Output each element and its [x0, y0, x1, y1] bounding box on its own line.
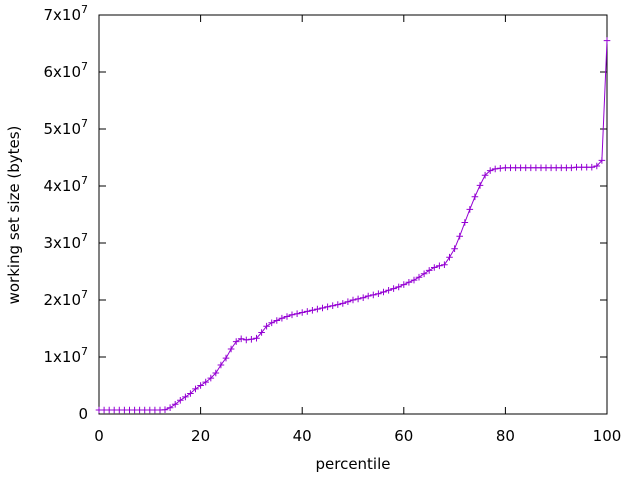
x-axis-title: percentile — [315, 455, 390, 473]
y-tick-label: 5x107 — [43, 117, 88, 138]
x-tick-label: 100 — [593, 427, 622, 445]
series-markers — [95, 37, 611, 414]
y-tick-label: 3x107 — [43, 231, 88, 252]
y-axis-title: working set size (bytes) — [5, 126, 23, 305]
x-tick-label: 40 — [293, 427, 312, 445]
x-tick-label: 80 — [496, 427, 515, 445]
plot-border — [98, 14, 608, 415]
x-tick-label: 0 — [94, 427, 104, 445]
plot-area: 0 20 40 60 80 100 0 1x107 2x107 3x107 4x107 5x107 6x… — [43, 3, 621, 445]
series-line — [99, 40, 608, 411]
x-tick-label: 60 — [394, 427, 413, 445]
y-tick-label: 6x107 — [43, 60, 88, 81]
y-tick-label: 1x107 — [43, 345, 88, 366]
y-tick-label: 4x107 — [43, 174, 88, 195]
x-tick-label: 20 — [191, 427, 210, 445]
y-tick-label: 2x107 — [43, 288, 88, 309]
y-tick-label: 7x107 — [43, 3, 88, 24]
y-tick-label: 0 — [78, 405, 88, 423]
